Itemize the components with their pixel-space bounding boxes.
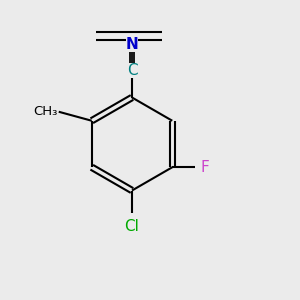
Text: CH₃: CH₃ xyxy=(33,105,57,118)
Text: F: F xyxy=(201,160,209,175)
Text: N: N xyxy=(126,38,138,52)
Text: Cl: Cl xyxy=(124,219,140,234)
Text: C: C xyxy=(127,63,137,78)
